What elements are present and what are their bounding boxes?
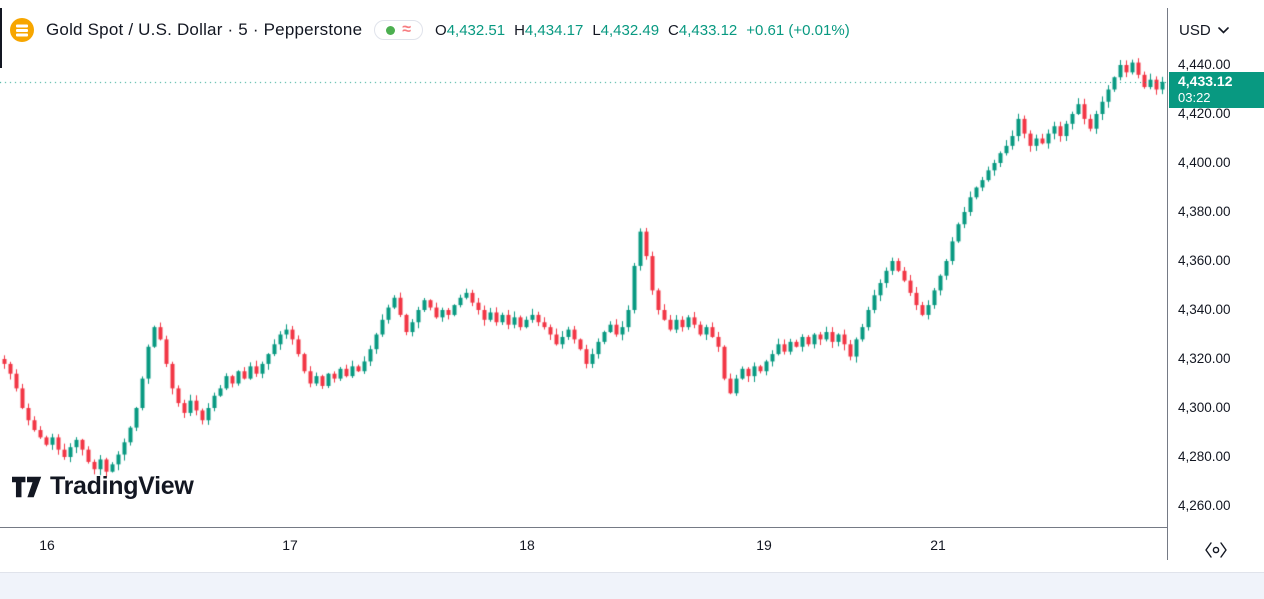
bar-countdown-timer: 03:22	[1178, 89, 1211, 105]
time-tick-label: 16	[39, 537, 55, 553]
axis-corner	[1168, 528, 1264, 572]
chart-settings-icon[interactable]	[1204, 540, 1228, 560]
time-axis-border	[0, 527, 1264, 528]
price-tick-label: 4,280.00	[1178, 449, 1231, 464]
high-label: H	[514, 21, 525, 39]
price-tick-label: 4,440.00	[1178, 57, 1231, 72]
close-label: C	[668, 21, 679, 39]
high-value: 4,434.17	[524, 21, 584, 39]
time-tick-label: 18	[519, 537, 535, 553]
pane-left-edge	[0, 8, 2, 68]
price-tick-label: 4,260.00	[1178, 498, 1231, 513]
time-tick-label: 19	[756, 537, 772, 553]
currency-dropdown[interactable]: USD	[1179, 22, 1229, 39]
price-tick-label: 4,380.00	[1178, 204, 1231, 219]
green-dot-icon	[386, 25, 396, 35]
tradingview-watermark[interactable]: TradingView	[12, 472, 194, 501]
price-tick-label: 4,340.00	[1178, 302, 1231, 317]
price-tick-label: 4,320.00	[1178, 351, 1231, 366]
chevron-down-icon	[1217, 27, 1229, 34]
time-tick-label: 17	[282, 537, 298, 553]
candlestick-chart-canvas[interactable]	[0, 0, 1167, 527]
low-value: 4,432.49	[600, 21, 660, 39]
price-axis-border	[1167, 8, 1168, 560]
low-label: L	[592, 21, 601, 39]
time-axis[interactable]: 16 17 18 19 21	[0, 528, 1167, 572]
time-tick-label: 21	[930, 537, 946, 553]
bottom-strip	[0, 572, 1264, 599]
tradingview-logo-icon	[12, 476, 42, 497]
symbol-title[interactable]: Gold Spot / U.S. Dollar · 5 · Pepperston…	[46, 20, 363, 39]
approx-tilde-icon: ≈	[402, 21, 412, 38]
price-tick-label: 4,360.00	[1178, 253, 1231, 268]
tradingview-wordmark: TradingView	[50, 472, 194, 500]
chart-header: Gold Spot / U.S. Dollar · 5 · Pepperston…	[10, 18, 850, 42]
open-value: 4,432.51	[446, 21, 506, 39]
price-axis[interactable]: USD 4,433.12 03:22 4,440.00 4,420.00 4,400…	[1168, 0, 1264, 560]
price-tick-label: 4,400.00	[1178, 155, 1231, 170]
currency-label: USD	[1179, 22, 1211, 39]
price-change: +0.61 (+0.01%)	[746, 21, 850, 39]
price-tick-label: 4,420.00	[1178, 106, 1231, 121]
last-price-value: 4,433.12	[1178, 72, 1233, 89]
last-price-badge: 4,433.12 03:22	[1169, 71, 1264, 108]
close-value: 4,433.12	[678, 21, 738, 39]
gold-bars-icon	[10, 18, 34, 42]
price-tick-label: 4,300.00	[1178, 400, 1231, 415]
ohlc-values: O4,432.51 H4,434.17 L4,432.49 C4,433.12 …	[435, 22, 850, 39]
market-status-pill[interactable]: ≈	[374, 20, 424, 40]
open-label: O	[435, 21, 447, 39]
